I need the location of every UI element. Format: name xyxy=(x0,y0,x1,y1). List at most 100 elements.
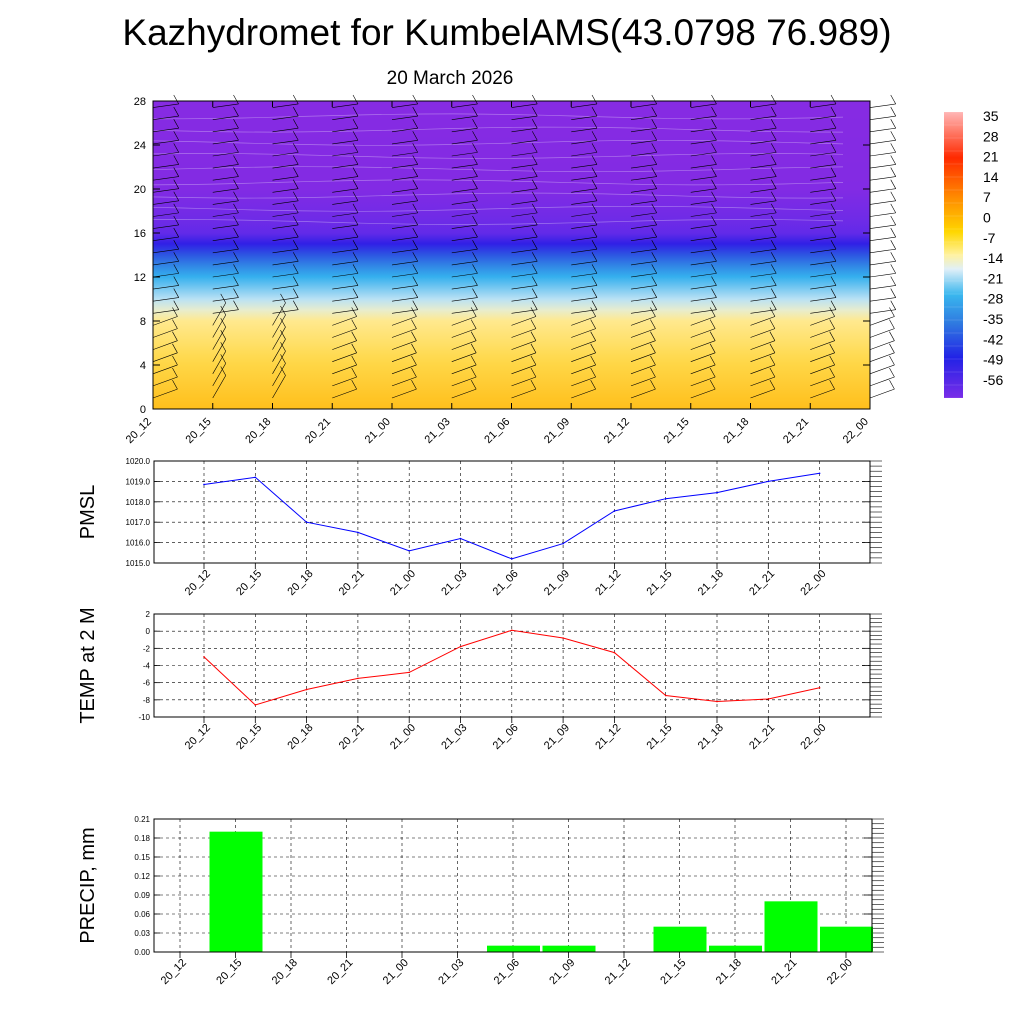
wind-barb xyxy=(750,276,777,290)
x-tick-label: 22_00 xyxy=(798,568,828,598)
wind-barb-shaft xyxy=(212,236,239,241)
wind-barb-shaft xyxy=(750,236,777,241)
wind-barb-flag xyxy=(651,215,658,226)
temp-2m-point xyxy=(203,656,205,658)
wind-barb-shaft xyxy=(810,285,837,290)
wind-barb-flag xyxy=(351,343,357,353)
x-tick-label: 21_00 xyxy=(363,416,393,446)
wind-barb-flag xyxy=(591,167,598,177)
wind-barb-flag xyxy=(233,300,239,310)
wind-barb xyxy=(391,355,417,375)
y-axis-title: TEMP at 2 M xyxy=(77,607,99,723)
wind-barb-shaft xyxy=(750,285,777,290)
wind-barb xyxy=(690,131,717,145)
wind-barb xyxy=(332,191,359,205)
wind-barb-flag xyxy=(233,252,239,262)
x-tick-label: 21_03 xyxy=(439,568,469,598)
wind-barb-flag xyxy=(173,227,180,238)
wind-barb-shaft xyxy=(511,127,538,133)
x-tick-label: 20_15 xyxy=(234,722,264,752)
wind-barb-flag xyxy=(591,227,598,238)
wind-barb-flag xyxy=(470,379,477,390)
wind-barb xyxy=(391,264,419,278)
wind-barb xyxy=(212,366,227,399)
wind-barb-flag xyxy=(651,288,658,298)
wind-barb-flag xyxy=(292,276,299,286)
wind-barb-flag xyxy=(711,240,717,250)
wind-barb-shaft xyxy=(391,273,418,278)
chart-subtitle: 20 March 2026 xyxy=(386,68,514,89)
wind-barb-flag xyxy=(590,343,596,353)
wind-barb-shaft xyxy=(212,188,239,193)
wind-barb-flag xyxy=(530,307,537,317)
wind-barb xyxy=(152,167,180,181)
wind-barb-shaft xyxy=(511,364,537,375)
wind-barb-shaft xyxy=(332,200,359,205)
wind-barb-shaft xyxy=(451,248,478,254)
wind-barb xyxy=(152,264,180,278)
wind-barb-shaft xyxy=(272,200,299,205)
colorbar-label: 7 xyxy=(983,189,991,205)
wind-barb-shaft xyxy=(391,376,417,387)
wind-barb-flag xyxy=(411,331,417,341)
wind-barb-flag xyxy=(530,343,537,353)
wind-barb-shaft xyxy=(152,188,179,193)
wind-barb-shaft xyxy=(511,273,538,278)
wind-barb xyxy=(332,94,359,108)
wind-barb xyxy=(869,276,897,290)
wind-barb-shaft xyxy=(630,176,657,181)
wind-barb-flag xyxy=(352,94,359,105)
y-tick-label: 1018.0 xyxy=(126,498,151,507)
wind-barb-flag xyxy=(591,106,598,117)
wind-barb-flag xyxy=(173,94,180,105)
wind-barb-shaft xyxy=(810,164,837,169)
wind-barb xyxy=(571,203,598,217)
wind-barb-shaft xyxy=(272,139,299,145)
wind-barb xyxy=(750,264,777,278)
wind-barb-flag xyxy=(530,367,537,378)
wind-barb-shaft xyxy=(212,351,227,374)
y-tick-label: 1017.0 xyxy=(126,518,151,527)
wind-barb-shaft xyxy=(212,127,239,133)
wind-barb-shaft xyxy=(332,376,357,387)
wind-barb xyxy=(152,379,178,399)
wind-barb-flag xyxy=(411,343,417,353)
wind-barb-flag xyxy=(530,355,537,366)
wind-barb xyxy=(152,319,178,338)
wind-barb-flag xyxy=(711,203,717,214)
wind-barb xyxy=(810,319,835,338)
wind-barb-shaft xyxy=(571,328,596,338)
temperature-contour xyxy=(152,179,844,186)
precip-bar xyxy=(653,926,707,952)
wind-barb xyxy=(810,131,837,145)
wind-barb-shaft xyxy=(511,285,538,290)
wind-barb-flag xyxy=(711,300,717,310)
wind-barb-shaft xyxy=(272,297,299,302)
pmsl-point xyxy=(767,480,770,483)
wind-barb-shaft xyxy=(272,339,286,362)
wind-barb-shaft xyxy=(571,297,598,302)
pmsl-point xyxy=(357,531,359,534)
wind-barb-flag xyxy=(830,179,837,189)
wind-barb xyxy=(272,227,299,241)
temp-2m-point xyxy=(562,637,564,639)
x-tick-label: 20_21 xyxy=(337,568,367,598)
wind-barb xyxy=(391,94,419,108)
wind-barb xyxy=(630,240,658,254)
wind-barb-flag xyxy=(890,106,897,117)
wind-barb-flag xyxy=(770,179,777,189)
wind-barb-flag xyxy=(830,191,837,201)
wind-barb-flag xyxy=(711,191,717,201)
wind-barb-shaft xyxy=(272,164,299,169)
wind-barb-shaft xyxy=(212,375,227,399)
wind-barb-shaft xyxy=(272,103,299,108)
colorbar-label: 28 xyxy=(983,128,999,144)
wind-barb-flag xyxy=(472,252,478,262)
colorbar-label: -7 xyxy=(983,230,996,246)
colorbar-label: -28 xyxy=(983,291,1003,307)
wind-barb-flag xyxy=(830,264,837,274)
wind-barb-shaft xyxy=(869,200,896,205)
wind-barb xyxy=(511,367,537,387)
wind-barb xyxy=(511,379,537,399)
wind-barb-shaft xyxy=(212,297,239,302)
